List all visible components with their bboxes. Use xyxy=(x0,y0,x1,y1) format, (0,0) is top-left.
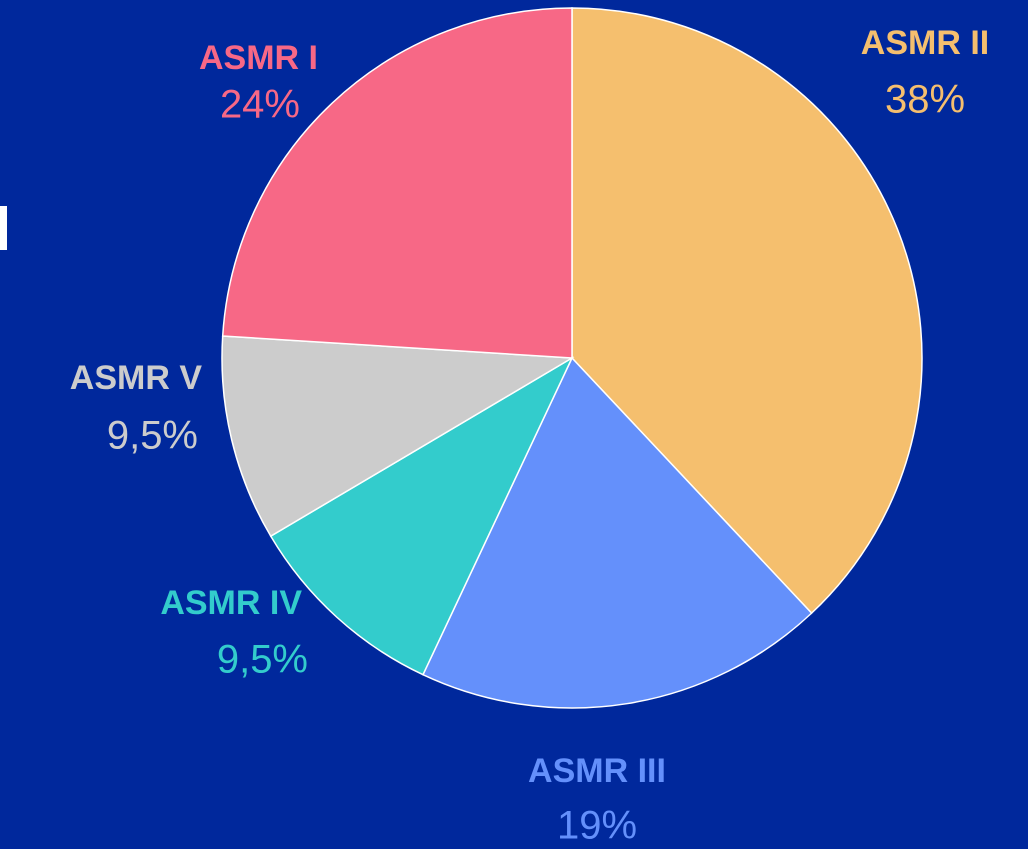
slice-name: ASMR III xyxy=(528,752,666,790)
pie-slice xyxy=(221,7,573,359)
slice-name: ASMR V xyxy=(70,359,203,397)
slice-name: ASMR II xyxy=(861,24,989,62)
pie-slice xyxy=(221,335,575,538)
slice-value: 38% xyxy=(885,78,965,122)
slice-value: 9,5% xyxy=(217,638,308,682)
slice-value: 9,5% xyxy=(107,414,198,458)
pie-slice xyxy=(269,356,574,676)
slice-name: ASMR IV xyxy=(160,584,302,622)
pie-slice xyxy=(571,7,923,615)
slice-value: 24% xyxy=(220,83,300,127)
slice-name: ASMR I xyxy=(199,39,318,77)
edge-fragment xyxy=(0,206,7,250)
slice-value: 19% xyxy=(557,804,637,848)
pie-slice xyxy=(421,356,813,709)
